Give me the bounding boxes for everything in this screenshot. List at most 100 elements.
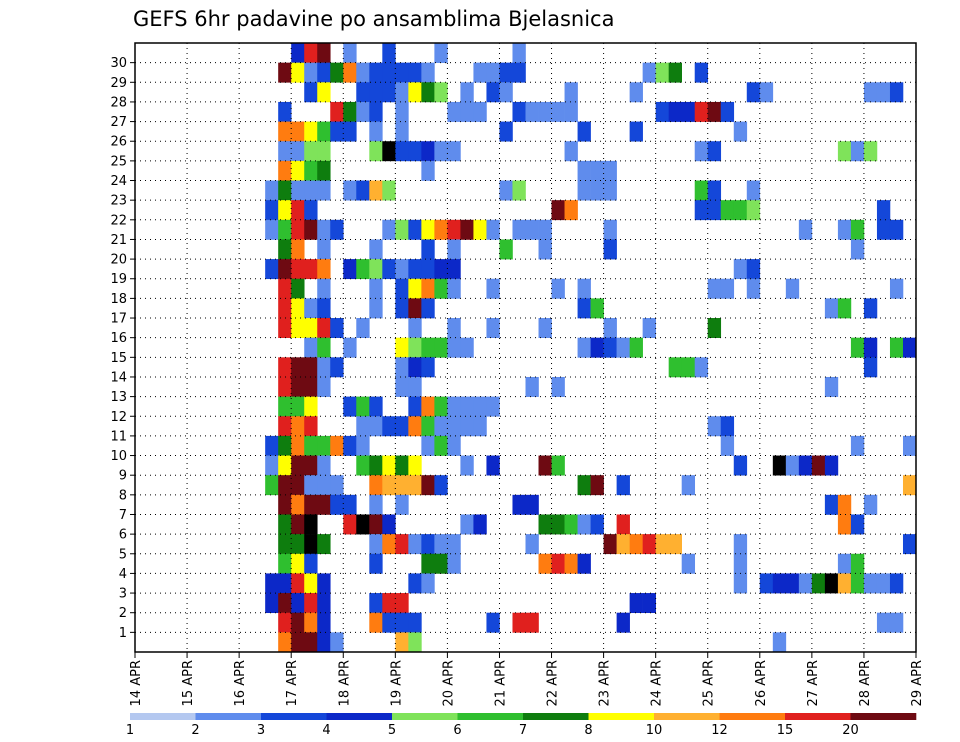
precip-cell [824, 376, 839, 397]
precip-cell [291, 593, 305, 614]
precip-cell [304, 337, 318, 358]
y-tick-label: 17 [110, 312, 127, 327]
precip-cell [395, 534, 409, 555]
precip-cell [785, 278, 800, 299]
precip-cell [421, 278, 435, 299]
precip-cell [460, 455, 474, 476]
precip-cell [863, 337, 878, 358]
precip-cell [434, 82, 448, 103]
precip-cell [824, 494, 839, 515]
precip-cell [304, 200, 318, 221]
precip-cell [343, 514, 357, 535]
precip-cell [343, 62, 357, 83]
colorbar-swatch [588, 713, 655, 720]
y-tick-label: 3 [119, 587, 127, 602]
x-tick-label: 20 APR [441, 660, 456, 706]
precip-cell [395, 259, 409, 280]
colorbar-label: 7 [519, 723, 527, 738]
precip-cell [291, 298, 305, 319]
precip-cell [447, 416, 461, 437]
precip-cell [720, 200, 735, 221]
precip-cell [551, 200, 565, 221]
precip-cell [447, 337, 461, 358]
precip-cell [707, 200, 722, 221]
precip-cell [538, 239, 552, 260]
precip-cell [291, 494, 305, 515]
x-tick-label: 26 APR [754, 660, 769, 706]
precip-cell [564, 553, 578, 574]
precip-cell [577, 475, 591, 496]
precip-cell [629, 121, 643, 142]
y-tick-label: 16 [110, 331, 127, 346]
precip-cell [590, 160, 604, 181]
precip-cell [369, 494, 383, 515]
precip-cell [317, 455, 331, 476]
precip-cell [369, 82, 383, 103]
precip-cell [382, 82, 396, 103]
precip-cell [642, 62, 656, 83]
precip-cell [434, 435, 448, 456]
precip-cell [512, 612, 526, 633]
precip-cell [278, 121, 292, 142]
precip-cell [902, 534, 917, 555]
precip-cell [837, 141, 852, 162]
precip-cell [850, 514, 865, 535]
precip-cell [278, 632, 292, 653]
x-tick-label: 29 APR [910, 660, 925, 706]
precip-cell [265, 435, 279, 456]
precip-cell [629, 534, 643, 555]
colorbar-swatch [785, 713, 851, 720]
precip-cell [278, 160, 292, 181]
precip-cell [291, 121, 305, 142]
precip-cell [278, 416, 292, 437]
precip-cell [291, 200, 305, 221]
precip-cell [291, 612, 305, 633]
precip-cell [447, 141, 461, 162]
precip-cell [681, 101, 696, 122]
precip-cell [369, 593, 383, 614]
precip-cell [395, 593, 409, 614]
x-tick-label: 15 APR [181, 660, 196, 706]
precip-cell [395, 612, 409, 633]
precip-cell [408, 82, 422, 103]
precip-cell [356, 396, 370, 417]
precip-cell [291, 475, 305, 496]
precip-cell [395, 101, 409, 122]
y-tick-label: 19 [110, 272, 127, 287]
precip-cell [369, 121, 383, 142]
precip-cell [317, 121, 331, 142]
precip-cell [759, 82, 774, 103]
x-tick-label: 16 APR [233, 660, 248, 706]
precip-cell [772, 455, 787, 476]
precip-cell [460, 82, 474, 103]
precip-cell [746, 259, 761, 280]
precip-cell [733, 534, 748, 555]
precip-cell [577, 278, 591, 299]
precip-cell [369, 553, 383, 574]
precip-cell [668, 62, 682, 83]
precip-cell [512, 494, 526, 515]
precip-cell [460, 219, 474, 240]
precip-cell [382, 259, 396, 280]
precip-cell [356, 318, 370, 338]
precip-cell [395, 219, 409, 240]
colorbar-label: 6 [453, 723, 461, 738]
precip-cell [330, 475, 344, 496]
precip-cell [629, 593, 643, 614]
precip-cell [369, 514, 383, 535]
precip-cell [278, 612, 292, 633]
precip-cell [772, 573, 787, 594]
precip-cell [317, 337, 331, 358]
precip-cell [382, 141, 396, 162]
precip-cell [603, 180, 617, 201]
y-tick-label: 10 [110, 449, 127, 464]
precip-cell [317, 593, 331, 614]
precip-cell [564, 141, 578, 162]
y-tick-label: 15 [110, 351, 127, 366]
precip-cell [291, 318, 305, 338]
y-tick-label: 1 [119, 626, 127, 641]
precip-cell [395, 298, 409, 319]
x-tick-label: 23 APR [598, 660, 613, 706]
precip-cell [811, 455, 826, 476]
precip-cell [278, 62, 292, 83]
